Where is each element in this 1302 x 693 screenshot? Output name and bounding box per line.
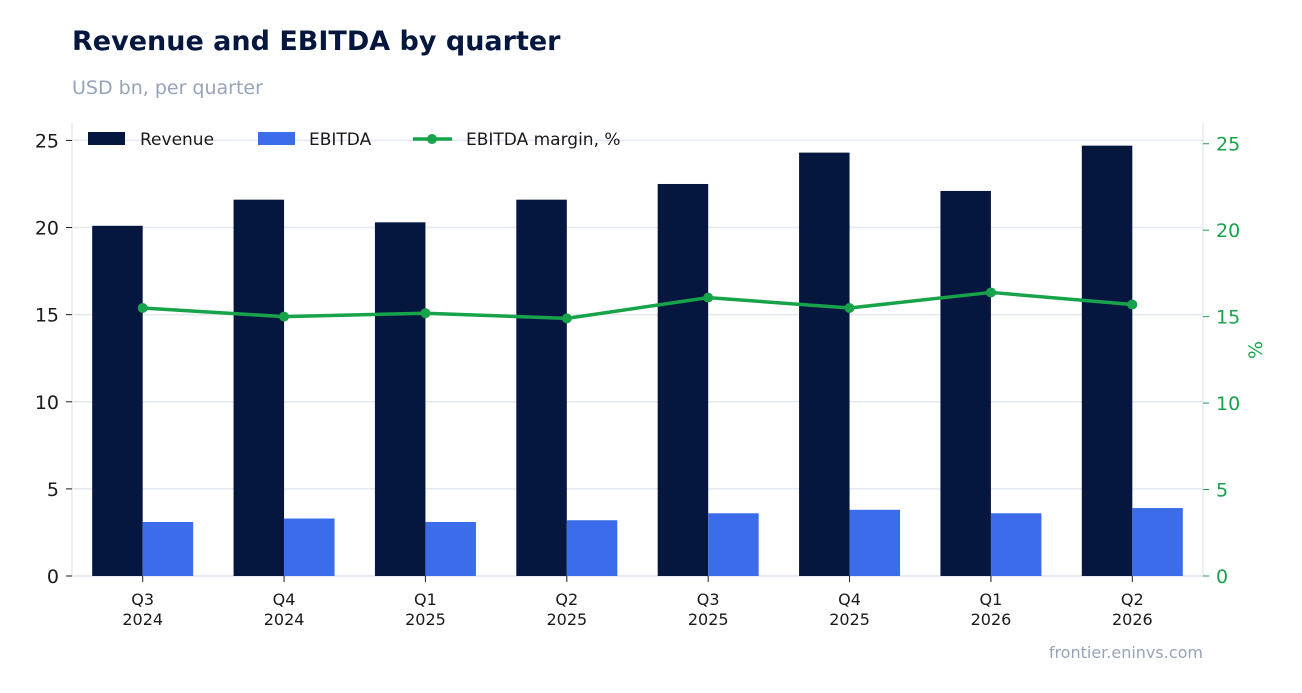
ebitda-bar: [284, 518, 335, 576]
y-tick-label: 15: [35, 305, 59, 327]
ebitda-bar: [849, 509, 901, 576]
margin-point: [279, 311, 290, 322]
revenue-bar: [516, 199, 567, 576]
margin-point: [703, 292, 714, 303]
x-tick-label: Q2: [1121, 590, 1144, 609]
ebitda-bar: [1132, 508, 1183, 576]
legend-label-revenue: Revenue: [140, 130, 214, 150]
x-tick-label: 2024: [122, 610, 163, 629]
ebitda-bar: [708, 513, 759, 576]
y-tick-label: 25: [35, 130, 59, 152]
x-tick-label: Q2: [555, 590, 578, 609]
legend-swatch-revenue: [88, 132, 125, 145]
x-tick-label: 2026: [971, 610, 1012, 629]
x-tick-label: Q4: [838, 590, 861, 609]
revenue-bar: [657, 183, 709, 576]
legend-label-ebitda: EBITDA: [309, 130, 372, 150]
x-tick-label: Q3: [131, 590, 154, 609]
y-tick-label: 5: [47, 479, 59, 501]
y2-axis-label: %: [1245, 341, 1267, 359]
margin-point: [137, 303, 148, 314]
y2-tick-label: 10: [1216, 393, 1240, 415]
x-tick-label: 2025: [688, 610, 729, 629]
margin-line: [137, 287, 1138, 324]
y2-tick-label: 0: [1216, 566, 1228, 588]
margin-point: [561, 313, 572, 324]
ebitda-bar: [566, 520, 618, 576]
legend-label-margin: EBITDA margin, %: [466, 130, 621, 150]
chart-subtitle: USD bn, per quarter: [72, 77, 263, 99]
revenue-bar: [374, 222, 426, 577]
revenue-bar: [799, 152, 850, 576]
y2-tick-label: 20: [1216, 220, 1240, 242]
legend: Revenue EBITDA EBITDA margin, %: [88, 130, 621, 150]
legend-swatch-margin-point: [427, 134, 437, 144]
revenue-bar: [92, 225, 143, 577]
x-tick-label: Q4: [273, 590, 296, 609]
margin-point: [1127, 299, 1138, 310]
margin-point: [844, 303, 855, 314]
revenue-bar: [233, 199, 285, 576]
x-tick-label: Q3: [697, 590, 720, 609]
y2-tick-label: 15: [1216, 307, 1240, 329]
ebitda-bar: [425, 521, 476, 576]
y2-tick-label: 5: [1216, 480, 1228, 502]
bars: [92, 145, 1183, 577]
x-tick-label: Q1: [414, 590, 437, 609]
x-tick-label: 2024: [264, 610, 305, 629]
x-tick-label: 2025: [546, 610, 587, 629]
y2-tick-label: 25: [1216, 134, 1240, 156]
ebitda-bar: [990, 513, 1042, 576]
revenue-bar: [1081, 145, 1133, 576]
margin-point: [985, 287, 996, 298]
x-tick-label: 2025: [405, 610, 446, 629]
y-tick-label: 0: [47, 566, 59, 588]
ebitda-bar: [142, 521, 194, 576]
legend-swatch-ebitda: [258, 132, 295, 145]
y-tick-label: 10: [35, 392, 59, 414]
x-tick-label: 2026: [1112, 610, 1153, 629]
chart-title: Revenue and EBITDA by quarter: [72, 26, 561, 57]
x-tick-label: Q1: [980, 590, 1003, 609]
y-tick-label: 20: [35, 218, 59, 240]
margin-point: [420, 308, 431, 319]
revenue-bar: [940, 190, 991, 576]
x-tick-label: 2025: [829, 610, 870, 629]
tick-labels: 05101520250510152025%Q32024Q42024Q12025Q…: [35, 130, 1267, 629]
margin-line-path: [142, 290, 1133, 321]
source-credit: frontier.eninvs.com: [1048, 643, 1203, 662]
